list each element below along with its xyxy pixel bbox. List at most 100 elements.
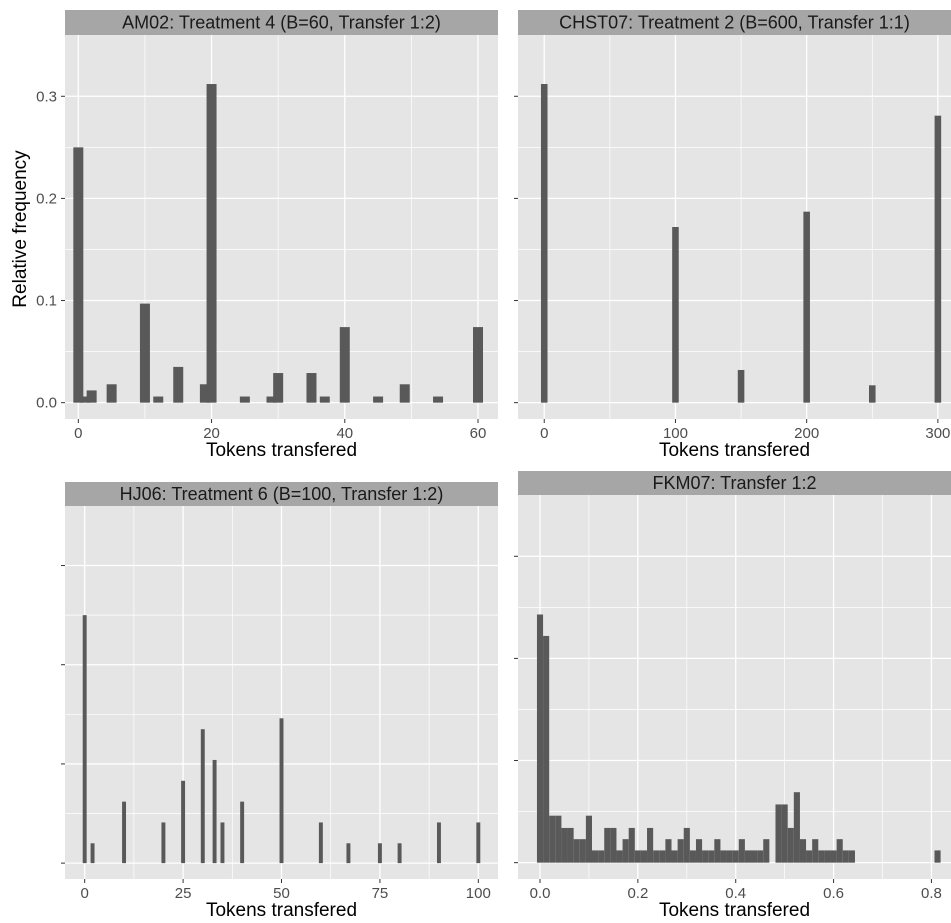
histogram-bar [671,850,678,863]
histogram-bar [540,84,548,403]
y-tick-label: 0.3 [36,88,57,105]
histogram-bar [306,373,317,403]
bars-group [540,84,942,403]
histogram-bar [647,827,654,863]
histogram-bar [806,850,813,863]
histogram-bar [824,850,831,863]
panels-group: AM02: Treatment 4 (B=60, Transfer 1:2) 0 2… [36,10,951,921]
histogram-bar [757,850,764,863]
histogram-bar [273,373,284,403]
x-axis-title: Tokens transfered [659,440,810,461]
histogram-bar [161,822,166,864]
panel-4: FKM07: Transfer 1:2 0.0 0.2 0.4 0.6 0.8 Tokens… [514,471,951,921]
bars-group [82,615,481,864]
histogram-bar [153,396,164,403]
panel-3: HJ06: Treatment 6 (B=100, Transfer 1:2) 0… [61,482,498,921]
histogram-bar [812,839,819,863]
x-tick-label: 100 [466,885,491,902]
histogram-bar [139,303,150,403]
y-axis-title: Relative frequency [10,150,31,308]
histogram-bar [751,850,758,863]
histogram-bar [830,850,837,863]
histogram-bar [634,850,641,863]
histogram-bar [714,839,721,863]
facet-title: HJ06: Treatment 6 (B=100, Transfer 1:2) [120,484,444,504]
histogram-bar [934,115,942,403]
histogram-bar [720,850,727,863]
bars-group [73,84,484,403]
facet-strip [65,10,498,35]
x-tick-label: 40 [336,425,353,442]
histogram-bar [199,384,210,403]
histogram-bar [397,843,402,864]
histogram-bar [775,804,782,863]
histogram-bar [106,384,117,403]
x-tick-label: 300 [925,425,950,442]
x-tick-label: 0 [74,425,82,442]
x-tick-label: 0.4 [725,885,746,902]
histogram-bar [476,822,481,864]
x-axis-title: Tokens transfered [206,440,357,461]
histogram-bar [436,822,441,864]
panel-1: AM02: Treatment 4 (B=60, Transfer 1:2) 0 2… [36,10,498,461]
x-tick-label: 60 [470,425,487,442]
histogram-bar [220,822,225,864]
histogram-bar [677,839,684,863]
histogram-bar [206,84,217,403]
facet-title: FKM07: Transfer 1:2 [652,473,816,493]
histogram-bar [433,396,444,403]
histogram-bar [122,801,127,864]
histogram-bar [79,396,90,403]
histogram-bar [585,815,593,863]
histogram-bar [86,390,97,403]
histogram-bar [279,718,284,864]
facet-strip [518,471,951,495]
x-tick-label: 75 [372,885,389,902]
histogram-bar [399,384,410,403]
histogram-bar [579,839,586,863]
histogram-bar [543,635,550,863]
histogram-bar [90,843,95,864]
histogram-bar [473,327,484,403]
histogram-bar [803,211,810,403]
x-tick-label: 0 [81,885,89,902]
histogram-bar [549,815,556,863]
x-axis-title: Tokens transfered [659,900,810,921]
panel-2: CHST07: Treatment 2 (B=600, Transfer 1:1… [514,10,951,461]
histogram-bar [732,850,739,863]
y-tick-label: 0.2 [36,190,57,207]
histogram-bar [848,850,855,863]
histogram-bar [604,827,611,863]
histogram-bar [622,839,629,863]
histogram-bar [659,850,666,863]
histogram-bar [793,792,800,863]
histogram-bar [781,804,788,863]
facet-title: AM02: Treatment 4 (B=60, Transfer 1:2) [122,13,441,33]
x-tick-label: 50 [273,885,290,902]
y-tick-label: 0.0 [36,395,57,412]
histogram-bar [181,780,186,864]
histogram-bar [319,396,330,403]
histogram-bar [610,827,617,863]
x-tick-label: 0.0 [530,885,551,902]
x-tick-label: 100 [663,425,688,442]
panel-background [518,495,951,879]
histogram-bar [616,850,623,863]
x-tick-label: 0.2 [627,885,648,902]
histogram-bar [555,815,562,863]
x-tick-label: 20 [203,425,220,442]
histogram-bar [702,850,709,863]
histogram-bar [240,801,245,864]
histogram-bar [536,614,544,863]
histogram-bar [689,850,696,863]
histogram-bar [738,839,745,863]
histogram-bar [787,827,794,863]
facet-strip [65,482,498,506]
histogram-bar [592,850,599,863]
histogram-bar [173,366,184,403]
x-axis-title: Tokens transfered [206,900,357,921]
histogram-bar [708,850,715,863]
x-tick-label: 0.8 [921,885,942,902]
histogram-bar [868,385,876,403]
histogram-bar [561,827,568,863]
